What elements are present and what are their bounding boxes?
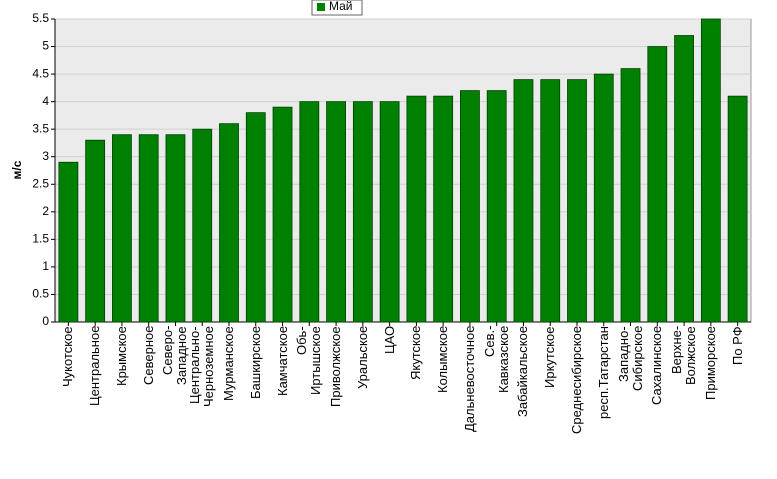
x-tick-label: респ.Татарстан — [595, 326, 611, 419]
x-tick-wrap: Мурманское — [216, 326, 243, 476]
x-tick-wrap: Уральское — [349, 326, 376, 476]
x-tick-wrap: Башкирское — [242, 326, 269, 476]
x-tick-wrap: Центральное — [82, 326, 109, 476]
bar — [299, 101, 320, 323]
y-tick-label: 3.5 — [32, 121, 49, 135]
x-tick-label: Обь- Иртышское — [294, 326, 324, 395]
x-tick-wrap: Дальневосточное — [457, 326, 484, 476]
x-tick-wrap: Сахалинское — [644, 326, 671, 476]
x-tick-label: Среднесибирское — [568, 326, 584, 435]
x-tick-wrap: Камчатское — [269, 326, 296, 476]
x-tick-label: Северо- Западное — [160, 326, 190, 385]
bar — [727, 95, 748, 323]
x-tick-wrap: Забайкальское — [510, 326, 537, 476]
bar — [58, 161, 79, 323]
bar — [433, 95, 454, 323]
x-tick-label: Колымское — [435, 326, 451, 394]
y-tick-label: 2.5 — [32, 176, 49, 190]
x-tick-label: Северное — [140, 326, 156, 386]
bar — [540, 79, 561, 323]
bar — [486, 90, 507, 323]
legend-label: Май — [329, 0, 353, 13]
bar — [620, 68, 641, 323]
y-tick-label: 5.5 — [32, 11, 49, 25]
bar — [272, 106, 293, 323]
bar — [245, 112, 266, 323]
x-tick-label: Уральское — [354, 326, 370, 390]
bar — [352, 101, 373, 323]
x-tick-label: Приволжское — [328, 326, 344, 407]
x-tick-label: Центральное — [87, 326, 103, 407]
x-tick-wrap: Приморское — [697, 326, 724, 476]
y-tick-label: 0 — [42, 314, 49, 328]
x-tick-wrap: Приволжское — [323, 326, 350, 476]
bar — [219, 123, 239, 323]
y-tick-label: 0.5 — [32, 287, 49, 301]
x-tick-wrap: Чукотское — [55, 326, 82, 476]
bar — [647, 46, 668, 323]
bar — [85, 139, 106, 323]
y-axis-label: м/с — [10, 160, 24, 179]
bar — [460, 90, 480, 323]
y-tick-label: 1 — [42, 259, 49, 273]
x-tick-label: Западно- Сибирское — [615, 326, 645, 392]
bar — [379, 101, 400, 323]
x-tick-wrap: Верхне- Волжское — [669, 326, 699, 476]
legend-swatch — [317, 3, 325, 11]
x-tick-label: По РФ — [729, 326, 745, 365]
x-tick-label: Чукотское — [60, 326, 76, 387]
x-tick-label: Дальневосточное — [461, 326, 477, 433]
x-tick-wrap: Якутское — [403, 326, 430, 476]
bar — [112, 134, 132, 323]
plot-area — [54, 18, 752, 323]
bar — [674, 35, 694, 323]
x-tick-label: Якутское — [408, 326, 424, 381]
x-tick-label: Иркутское — [542, 326, 558, 388]
bar — [165, 134, 186, 323]
bar — [567, 79, 587, 323]
x-tick-wrap: Северо- Западное — [160, 326, 190, 476]
bar — [192, 128, 213, 323]
x-tick-wrap: Иркутское — [537, 326, 564, 476]
x-tick-wrap: Колымское — [430, 326, 457, 476]
x-tick-label: Мурманское — [220, 326, 236, 401]
y-tick-label: 2 — [42, 204, 49, 218]
y-tick-label: 4 — [42, 94, 49, 108]
x-tick-wrap: респ.Татарстан — [590, 326, 617, 476]
x-tick-label: Камчатское — [274, 326, 290, 397]
bar — [513, 79, 534, 323]
x-tick-label: Центрально- Черноземное — [187, 326, 217, 408]
x-tick-wrap: Центрально- Черноземное — [187, 326, 217, 476]
x-tick-label: ЦАО — [381, 326, 397, 355]
x-tick-label: Верхне- Волжское — [669, 326, 699, 385]
x-tick-label: Крымское — [113, 326, 129, 386]
x-tick-wrap: Северное — [135, 326, 162, 476]
y-tick-label: 4.5 — [32, 66, 49, 80]
x-tick-label: Приморское — [702, 326, 718, 401]
bar — [700, 18, 721, 323]
x-tick-wrap: Обь- Иртышское — [294, 326, 324, 476]
bar — [326, 101, 346, 323]
y-tick-label: 5 — [42, 39, 49, 53]
y-tick-label: 3 — [42, 149, 49, 163]
x-tick-wrap: Крымское — [109, 326, 136, 476]
x-tick-wrap: ЦАО — [376, 326, 403, 476]
x-tick-wrap: Сев.- Кавказское — [481, 326, 511, 476]
x-tick-label: Сахалинское — [649, 326, 665, 406]
x-tick-wrap: Среднесибирское — [564, 326, 591, 476]
bar — [406, 95, 427, 323]
x-tick-wrap: Западно- Сибирское — [615, 326, 645, 476]
x-tick-label: Башкирское — [247, 326, 263, 400]
x-tick-label: Сев.- Кавказское — [481, 326, 511, 394]
bar — [593, 73, 614, 323]
x-tick-wrap: По РФ — [724, 326, 751, 476]
x-tick-label: Забайкальское — [515, 326, 531, 418]
y-tick-label: 1.5 — [32, 232, 49, 246]
bar — [138, 134, 159, 323]
